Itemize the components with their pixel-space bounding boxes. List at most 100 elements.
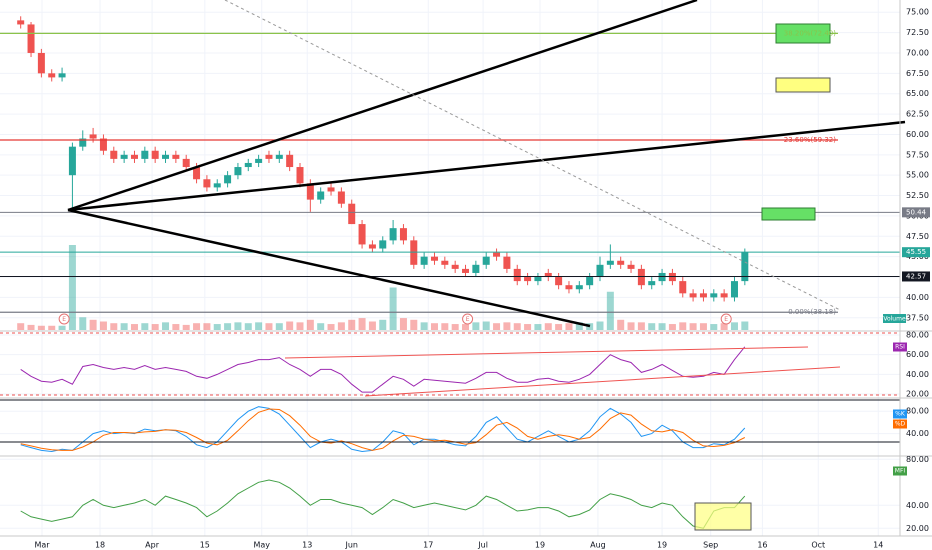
zone — [775, 23, 831, 44]
candle-body — [451, 264, 459, 269]
candle-body — [503, 256, 511, 269]
candle-body — [699, 293, 707, 298]
y-tick-label: 40.00 — [906, 501, 929, 510]
candle-body — [730, 281, 738, 298]
candle-body — [534, 277, 542, 282]
candle-body — [399, 228, 407, 241]
fib-label: 0.00%(38.18) — [788, 308, 836, 316]
y-tick-label: 52.50 — [906, 191, 929, 200]
candle-body — [89, 134, 97, 139]
drawings — [0, 0, 906, 531]
y-tick-label: 55.00 — [906, 171, 929, 180]
candle-body — [668, 272, 676, 282]
volume-bar — [482, 321, 490, 330]
candle-body — [68, 146, 76, 176]
candle-body — [296, 167, 304, 184]
candle-body — [48, 73, 56, 78]
pane-tag — [893, 419, 907, 429]
volume-bar — [399, 318, 407, 330]
y-tick-label: 40.00 — [906, 370, 929, 379]
candle-body — [203, 179, 211, 188]
earnings-marker — [720, 313, 732, 325]
candle-body — [37, 52, 45, 74]
volume-bar — [317, 323, 325, 330]
candle-body — [565, 285, 573, 290]
x-tick-label: 19 — [657, 541, 667, 550]
volume-bar — [668, 324, 676, 330]
x-tick-label: 14 — [873, 541, 883, 550]
volume-bar — [120, 323, 128, 330]
candle-body — [213, 183, 221, 188]
volume-bar — [213, 324, 221, 330]
volume-bar — [617, 319, 625, 330]
volume-bar — [162, 322, 170, 330]
earnings-label: E — [724, 316, 728, 323]
y-tick-label: 75.00 — [906, 8, 929, 17]
x-tick-label: Oct — [811, 541, 825, 550]
y-tick-label: 67.50 — [906, 69, 929, 78]
volume-bar — [37, 325, 45, 330]
volume-bar — [27, 324, 35, 330]
price-tag — [902, 207, 930, 218]
volume-bar — [368, 321, 376, 330]
indicator-line — [20, 346, 746, 393]
x-tick-label: Mar — [34, 541, 50, 550]
candle-body — [141, 150, 149, 159]
volume-bar — [151, 324, 159, 330]
volume-bar — [462, 324, 470, 330]
y-tick-label: 37.50 — [906, 313, 929, 322]
y-tick-label: 80.00 — [906, 407, 929, 416]
volume-bar — [296, 322, 304, 330]
volume-bar — [420, 322, 428, 330]
volume-bar — [524, 324, 532, 330]
pane-label: RSI — [895, 344, 905, 351]
y-tick-label: 57.50 — [906, 150, 929, 159]
y-tick-label: 47.50 — [906, 232, 929, 241]
pane-tag — [893, 466, 907, 476]
volume-bar — [430, 323, 438, 330]
candle-body — [368, 244, 376, 249]
candle-body — [441, 260, 449, 265]
candle-body — [275, 154, 283, 159]
candle-body — [420, 256, 428, 265]
volume-bar — [182, 324, 190, 330]
volume-bar — [79, 317, 87, 330]
candle-body — [327, 187, 335, 192]
candle-body — [575, 285, 583, 290]
trendline — [67, 208, 591, 328]
candle-body — [27, 24, 35, 53]
x-tick-label: 18 — [95, 541, 105, 550]
volume-bar — [679, 322, 687, 330]
candle-body — [679, 281, 687, 294]
candle-body — [648, 281, 656, 286]
candle-body — [151, 150, 159, 159]
x-tick-label: Apr — [145, 541, 160, 550]
earnings-label: E — [466, 316, 470, 323]
candle-body — [172, 154, 180, 159]
volume-bar — [327, 324, 335, 330]
volume-bar — [48, 325, 56, 330]
candle-body — [337, 191, 345, 204]
zone — [694, 502, 752, 531]
x-tick-label: 17 — [423, 541, 433, 550]
candle-body — [596, 264, 604, 278]
candle-body — [162, 154, 170, 159]
volume-bar — [348, 319, 356, 330]
price-tag-label: 50.44 — [906, 208, 927, 216]
y-tick-label: 40.00 — [906, 293, 929, 302]
volume-bar — [565, 323, 573, 330]
volume-bar — [234, 322, 242, 330]
candle-body — [544, 272, 552, 278]
pane-tag — [893, 409, 907, 419]
candle-body — [462, 268, 470, 273]
candle-body — [234, 167, 242, 176]
candle-body — [182, 158, 190, 168]
volume-bar — [544, 323, 552, 330]
volume-bar — [58, 325, 66, 330]
y-tick-label: 65.00 — [906, 89, 929, 98]
volume-bar — [596, 321, 604, 330]
x-tick-label: 13 — [302, 541, 312, 550]
volume-bar — [244, 323, 252, 330]
volume-bar — [255, 322, 263, 330]
